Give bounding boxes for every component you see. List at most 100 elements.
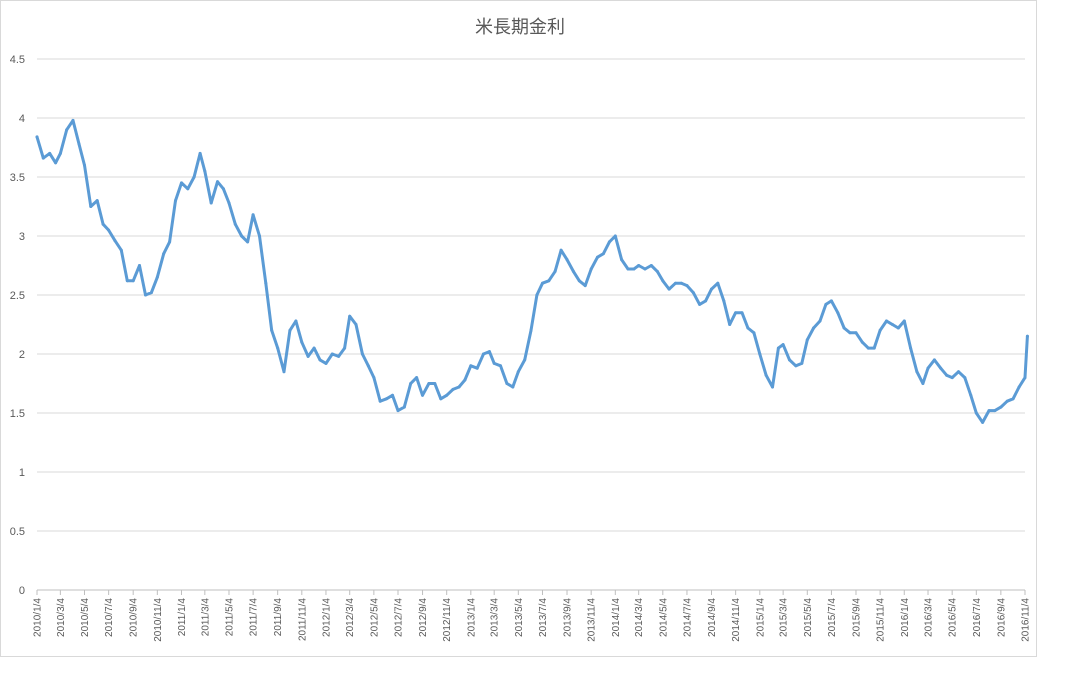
data-point (957, 370, 960, 374)
x-tick-label: 2012/9/4 (418, 598, 429, 637)
data-point (812, 326, 816, 330)
data-point (258, 234, 261, 238)
data-point (101, 222, 105, 226)
plot-area (35, 118, 1029, 424)
data-point (746, 326, 750, 330)
x-tick-label: 2016/7/4 (972, 598, 983, 637)
x-tick-label: 2010/9/4 (129, 598, 140, 637)
data-point (192, 175, 196, 179)
data-point (764, 373, 768, 377)
data-point (427, 382, 431, 385)
x-tick-label: 2010/7/4 (104, 598, 115, 637)
y-axis: 0 0.5 1 1.5 2 2.5 3 3.5 4 4.5 (10, 54, 25, 597)
data-point (896, 326, 900, 330)
data-point (198, 151, 202, 155)
data-point (451, 387, 455, 391)
data-point (716, 281, 720, 285)
gridlines (37, 58, 1025, 532)
data-point (113, 239, 117, 243)
data-point (771, 385, 774, 389)
data-point (818, 319, 822, 323)
x-axis: 2010/1/4 2010/3/4 2010/5/4 2010/7/4 2010/9/4… (33, 589, 1032, 642)
line-chart: 米長期金利 00.511.522.533.544.5 2010/1/4 2010/… (10, 17, 1032, 642)
x-tick-label: 2010/5/4 (80, 598, 91, 637)
data-point (288, 328, 292, 332)
data-point (710, 287, 713, 291)
data-point (445, 393, 449, 397)
data-point (872, 346, 876, 350)
data-point (487, 350, 491, 354)
x-tick-label: 2013/5/4 (514, 598, 525, 637)
y-tick-label: 1 (19, 467, 25, 479)
y-tick-label: 2.5 (10, 290, 25, 302)
data-point (511, 385, 515, 389)
data-point (805, 338, 809, 342)
x-tick-label: 2011/11/4 (297, 598, 308, 641)
data-point (343, 346, 347, 350)
data-point (661, 279, 665, 283)
data-point (162, 252, 166, 256)
data-point (596, 255, 599, 259)
data-point (698, 302, 702, 306)
data-point (655, 269, 659, 273)
data-point (987, 409, 991, 413)
x-tick-label: 2015/9/4 (851, 598, 862, 637)
data-point (439, 397, 443, 401)
data-point (306, 354, 310, 358)
data-point (264, 281, 268, 285)
x-tick-label: 2011/3/4 (200, 598, 211, 637)
x-tick-label: 2016/11/4 (1021, 598, 1032, 642)
data-point (54, 161, 58, 165)
data-point (144, 293, 147, 297)
data-point (541, 281, 544, 285)
data-point (221, 187, 225, 191)
data-point (824, 302, 828, 306)
x-tick-label: 2012/1/4 (321, 598, 332, 637)
data-point (981, 420, 985, 424)
data-point (300, 340, 304, 344)
data-point (492, 361, 496, 365)
chart-title: 米長期金利 (475, 17, 565, 38)
data-point (58, 151, 62, 155)
data-point (83, 163, 86, 167)
data-point (41, 156, 45, 160)
data-point (571, 269, 575, 273)
x-tick-label: 2016/5/4 (948, 598, 959, 637)
data-point (848, 331, 852, 335)
x-tick-label: 2011/5/4 (224, 598, 235, 637)
data-point (829, 299, 833, 303)
y-tick-label: 4 (19, 113, 25, 125)
data-point (415, 376, 419, 380)
data-point (505, 382, 509, 385)
data-point (583, 284, 587, 288)
data-point (119, 248, 123, 252)
data-point (529, 328, 533, 332)
x-tick-label: 2010/3/4 (56, 598, 67, 637)
data-point (366, 364, 370, 368)
data-point (246, 240, 250, 244)
data-point (402, 405, 406, 409)
data-point (921, 382, 925, 385)
data-point (131, 279, 135, 283)
data-point (758, 352, 762, 356)
data-point (312, 346, 316, 350)
data-point (909, 346, 913, 350)
data-point (125, 279, 129, 283)
data-point (216, 180, 219, 184)
data-point (378, 399, 382, 403)
x-tick-label: 2013/7/4 (538, 598, 549, 637)
data-point (752, 331, 756, 335)
x-tick-label: 2012/11/4 (442, 598, 453, 642)
data-point (945, 373, 949, 377)
data-point (890, 323, 894, 326)
x-tick-label: 2013/3/4 (490, 598, 501, 637)
data-point (939, 366, 943, 370)
data-point (902, 319, 906, 323)
data-point (1025, 334, 1029, 338)
data-point (421, 393, 424, 397)
data-point (372, 376, 376, 380)
data-point (65, 128, 69, 132)
data-point (854, 331, 858, 335)
data-point (607, 240, 611, 244)
data-point (463, 378, 467, 382)
